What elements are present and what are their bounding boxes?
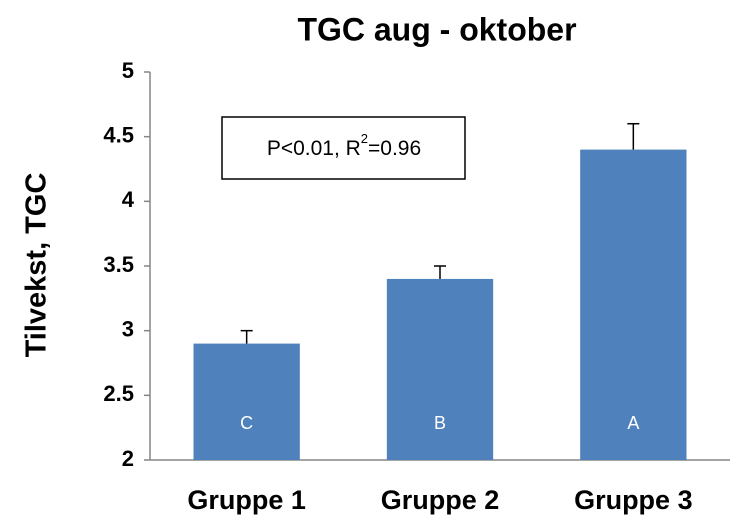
y-tick-label: 2.5 xyxy=(103,381,134,406)
x-tick-label: Gruppe 1 xyxy=(187,485,306,515)
y-tick-label: 5 xyxy=(122,58,134,83)
x-tick-label: Gruppe 3 xyxy=(574,485,693,515)
bar-label: B xyxy=(434,413,446,433)
y-axis-label: Tilvekst, TGC xyxy=(21,173,53,358)
bar-label: A xyxy=(627,413,639,433)
bar-label: C xyxy=(240,413,253,433)
y-tick-label: 3.5 xyxy=(103,252,134,277)
y-tick-label: 4 xyxy=(122,187,135,212)
annotation-superscript: 2 xyxy=(361,131,368,146)
annotation: P<0.01, R2=0.96 xyxy=(267,131,421,159)
annotation-text: P<0.01, R xyxy=(267,137,361,160)
annotation-text: =0.96 xyxy=(368,137,421,160)
y-tick-label: 2 xyxy=(122,446,134,471)
y-tick-label: 4.5 xyxy=(103,122,134,147)
y-tick-label: 3 xyxy=(122,316,134,341)
bar xyxy=(386,278,494,460)
bar xyxy=(580,149,687,460)
x-tick-label: Gruppe 2 xyxy=(381,485,500,515)
chart-title: TGC aug - oktober xyxy=(297,11,576,47)
bar xyxy=(193,343,300,460)
annotation-box xyxy=(221,116,466,180)
